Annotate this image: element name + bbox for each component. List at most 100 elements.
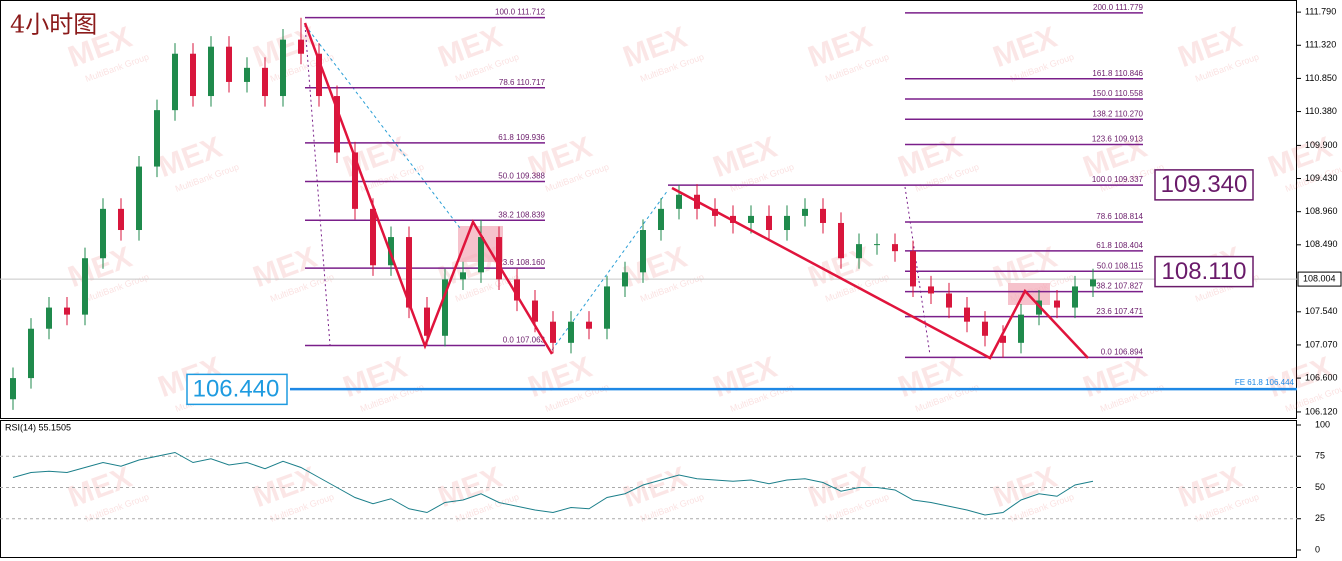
fib-label: 78.6 108.814 bbox=[1096, 212, 1143, 221]
candle-body bbox=[478, 237, 484, 273]
rsi-panel bbox=[0, 420, 1297, 558]
fib-label: 200.0 111.779 bbox=[1093, 3, 1144, 12]
candle-body bbox=[82, 258, 88, 315]
fib-label: 23.6 107.471 bbox=[1096, 307, 1143, 316]
candle-body bbox=[10, 378, 16, 400]
y-tick-label: 110.850 bbox=[1305, 73, 1337, 83]
y-tick-label: 109.430 bbox=[1305, 173, 1338, 183]
candle-body bbox=[928, 286, 934, 294]
rsi-label: RSI(14) 55.1505 bbox=[5, 422, 71, 432]
candle-body bbox=[514, 279, 520, 301]
fe-label: FE 61.8 106.444 bbox=[1235, 378, 1295, 387]
candle-body bbox=[604, 286, 610, 329]
fib-label: 100.0 111.712 bbox=[495, 8, 546, 17]
candle-body bbox=[64, 307, 70, 315]
candle-body bbox=[622, 272, 628, 287]
candle-body bbox=[892, 244, 898, 252]
y-tick-label: 111.790 bbox=[1305, 7, 1336, 17]
candle-body bbox=[748, 215, 754, 223]
candle-body bbox=[154, 110, 160, 167]
fib-label: 123.6 109.913 bbox=[1092, 135, 1144, 144]
y-tick-label: 106.120 bbox=[1305, 406, 1338, 416]
grid: 111.790 111.320 110.850 110.380 109.900 109.4… bbox=[0, 7, 1338, 554]
candle-body bbox=[586, 321, 592, 329]
candle-body bbox=[370, 208, 376, 266]
candle-body bbox=[262, 67, 268, 97]
candle-body bbox=[802, 208, 808, 216]
zigzag-line bbox=[303, 22, 554, 355]
fib-label: 78.6 110.717 bbox=[499, 78, 546, 87]
candle-body bbox=[496, 237, 502, 280]
candles bbox=[10, 17, 1096, 410]
candle-body bbox=[280, 39, 286, 97]
fib-label: 61.8 108.404 bbox=[1096, 241, 1143, 250]
candle-body bbox=[1000, 335, 1006, 343]
trend-dot bbox=[304, 24, 331, 346]
rsi-tick-label: 50 bbox=[1315, 482, 1325, 492]
candle-body bbox=[568, 321, 574, 343]
candle-body bbox=[442, 279, 448, 336]
fib-label: 23.6 108.160 bbox=[498, 258, 545, 267]
candle-body bbox=[46, 307, 52, 329]
fib-label: 0.0 107.063 bbox=[503, 336, 546, 345]
candle-body bbox=[136, 166, 142, 231]
candle-body bbox=[118, 208, 124, 231]
trend-dash bbox=[304, 24, 461, 229]
fib-label: 50.0 109.388 bbox=[498, 172, 545, 181]
price-label-box bbox=[1154, 169, 1254, 201]
y-tick-label: 107.540 bbox=[1305, 306, 1338, 316]
candle-body bbox=[1018, 314, 1024, 343]
y-tick-label: 107.070 bbox=[1305, 339, 1338, 349]
candle-body bbox=[1072, 286, 1078, 308]
rsi-tick-label: 100 bbox=[1315, 419, 1330, 429]
candle-body bbox=[838, 222, 844, 259]
rsi-tick-label: 25 bbox=[1315, 513, 1325, 523]
fib-label: 150.0 110.558 bbox=[1092, 89, 1143, 98]
current-price-box bbox=[1297, 271, 1342, 287]
trend-dot bbox=[904, 186, 931, 356]
candle-body bbox=[874, 244, 880, 246]
candle-body bbox=[910, 251, 916, 287]
price-label-box bbox=[1154, 255, 1254, 288]
candle-body bbox=[298, 39, 304, 54]
candle-body bbox=[820, 208, 826, 223]
candle-body bbox=[1090, 279, 1096, 287]
fib-label: 100.0 109.337 bbox=[1092, 175, 1144, 184]
y-tick-label: 111.320 bbox=[1305, 40, 1336, 50]
fib-label: 50.0 108.115 bbox=[1097, 261, 1144, 270]
candle-body bbox=[28, 328, 34, 379]
candle-body bbox=[982, 321, 988, 336]
candle-body bbox=[658, 208, 664, 231]
rsi-tick-label: 75 bbox=[1315, 451, 1325, 461]
chart-title: 4小时图 bbox=[10, 11, 97, 39]
y-tick-label: 110.380 bbox=[1305, 106, 1337, 116]
candle-body bbox=[1054, 300, 1060, 308]
fib-label: 138.2 110.270 bbox=[1092, 109, 1143, 118]
y-tick-label: 106.600 bbox=[1305, 372, 1338, 382]
candle-body bbox=[406, 237, 412, 308]
current-price-label: 108.004 bbox=[1303, 273, 1336, 283]
candle-body bbox=[172, 53, 178, 111]
y-tick-label: 109.900 bbox=[1305, 140, 1338, 150]
price-label: 109.340 bbox=[1161, 171, 1248, 198]
candle-body bbox=[226, 46, 232, 82]
price-label-box bbox=[186, 373, 288, 406]
overlays: 108.004 FE 61.8 106.444 109.340 108.110 106.… bbox=[186, 169, 1342, 406]
candle-body bbox=[460, 272, 466, 280]
candle-body bbox=[316, 53, 322, 97]
fibonacci: 100.0 111.712 78.6 110.717 61.8 109.936 50.… bbox=[305, 3, 1144, 359]
candle-body bbox=[100, 208, 106, 259]
candle-body bbox=[424, 307, 430, 336]
candle-body bbox=[334, 96, 340, 153]
candle-body bbox=[352, 152, 358, 209]
price-label: 108.110 bbox=[1162, 258, 1247, 285]
zigzag bbox=[303, 22, 1089, 360]
candle-body bbox=[964, 307, 970, 322]
fib-label: 161.8 110.846 bbox=[1092, 69, 1143, 78]
y-tick-label: 108.490 bbox=[1305, 239, 1338, 249]
fib-label: 38.2 107.827 bbox=[1096, 282, 1143, 291]
candle-body bbox=[784, 215, 790, 231]
candle-body bbox=[946, 293, 952, 308]
candle-body bbox=[244, 67, 250, 82]
